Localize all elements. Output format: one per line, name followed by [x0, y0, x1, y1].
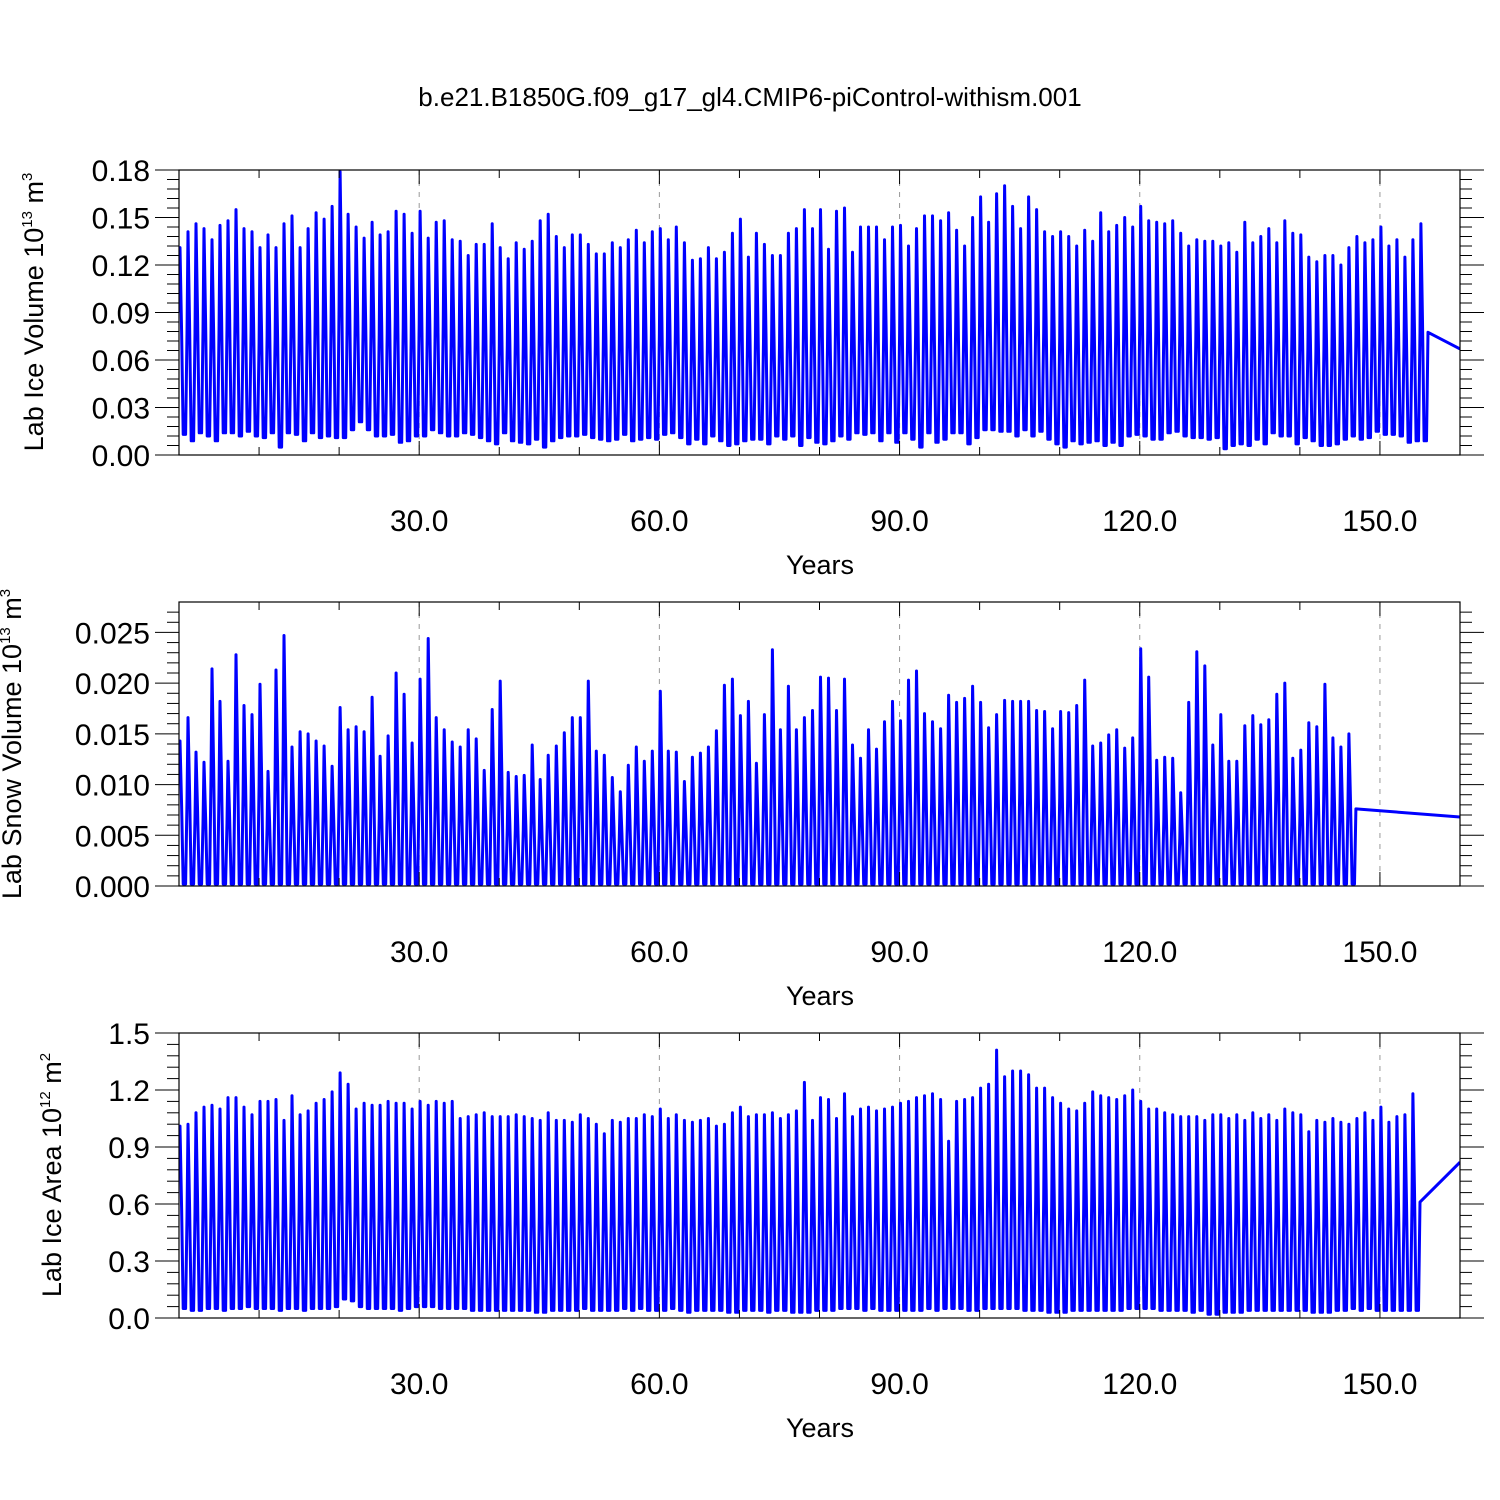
y-tick-label: 0.025 — [75, 617, 150, 650]
axis-layer: 0.000 0.005 0.010 0.015 0.020 0.025 30.0 60.0 90… — [75, 602, 1484, 969]
y-axis-label: Lab Ice Volume 1013 m3 — [19, 173, 49, 452]
figure-title: b.e21.B1850G.f09_g17_gl4.CMIP6-piControl… — [418, 82, 1081, 112]
series-line-snow-volume — [179, 634, 1460, 886]
y-tick-label: 0.005 — [75, 820, 150, 853]
y-tick-label: 0.6 — [108, 1189, 150, 1222]
panel-ice-volume: 0.00 0.03 0.06 0.09 0.12 0.15 0.18 30.0 60.0 90.0… — [19, 155, 1484, 580]
y-tick-label: 1.5 — [108, 1018, 150, 1051]
x-tick-label: 30.0 — [390, 505, 448, 538]
x-tick-label: 120.0 — [1102, 505, 1177, 538]
x-tick-label: 30.0 — [390, 936, 448, 969]
series-layer — [179, 170, 1460, 451]
series-layer — [179, 634, 1460, 886]
panel-ice-area: 0.0 0.3 0.6 0.9 1.2 1.5 30.0 60.0 90.0 120.0 150.0… — [37, 1018, 1484, 1443]
y-tick-label: 0.010 — [75, 770, 150, 803]
y-tick-label: 0.06 — [92, 345, 150, 378]
x-tick-label: 150.0 — [1342, 936, 1417, 969]
x-tick-label: 60.0 — [630, 936, 688, 969]
y-axis-label-base: Lab Snow Volume 10 — [0, 644, 27, 899]
series-layer — [179, 1048, 1460, 1316]
y-tick-label: 0.15 — [92, 203, 150, 236]
panel-snow-volume: 0.000 0.005 0.010 0.015 0.020 0.025 30.0 60.0 90… — [0, 589, 1484, 1011]
y-tick-label: 0.18 — [92, 155, 150, 188]
y-tick-label: 0.015 — [75, 719, 150, 752]
y-axis-label: Lab Snow Volume 1013 m3 — [0, 589, 27, 899]
series-line-ice-area — [179, 1048, 1460, 1316]
y-tick-label: 0.3 — [108, 1246, 150, 1279]
y-tick-label: 0.03 — [92, 393, 150, 426]
y-tick-label: 0.09 — [92, 298, 150, 331]
x-axis-label: Years — [786, 550, 854, 580]
y-tick-label: 0.00 — [92, 440, 150, 473]
y-axis-label: Lab Ice Area 1012 m2 — [37, 1053, 67, 1297]
x-tick-label: 90.0 — [870, 936, 928, 969]
x-axis-label: Years — [786, 1413, 854, 1443]
y-axis-label-unit-exponent: 3 — [0, 589, 14, 597]
y-axis-label-exponent: 12 — [37, 1091, 54, 1108]
y-axis-label-base: Lab Ice Area 10 — [37, 1108, 67, 1297]
series-line-ice-volume — [179, 170, 1460, 451]
x-tick-label: 60.0 — [630, 1368, 688, 1401]
y-axis-label-unit-exponent: 2 — [37, 1053, 54, 1061]
y-tick-label: 0.0 — [108, 1303, 150, 1336]
x-tick-label: 120.0 — [1102, 936, 1177, 969]
y-axis-label-unit: m — [0, 597, 27, 627]
x-axis-label: Years — [786, 981, 854, 1011]
grid-layer — [418, 1033, 1381, 1318]
y-tick-label: 0.9 — [108, 1132, 150, 1165]
x-tick-label: 90.0 — [870, 1368, 928, 1401]
y-axis-label-unit: m — [19, 181, 49, 211]
y-tick-label: 0.000 — [75, 871, 150, 904]
y-axis-label-exponent: 13 — [0, 627, 14, 644]
y-tick-label: 0.12 — [92, 250, 150, 283]
x-tick-label: 60.0 — [630, 505, 688, 538]
y-axis-label-base: Lab Ice Volume 10 — [19, 228, 49, 452]
y-tick-label: 1.2 — [108, 1075, 150, 1108]
x-tick-label: 150.0 — [1342, 505, 1417, 538]
y-axis-label-unit-exponent: 3 — [19, 173, 36, 181]
y-axis-label-unit: m — [37, 1061, 67, 1091]
x-tick-label: 150.0 — [1342, 1368, 1417, 1401]
x-tick-label: 90.0 — [870, 505, 928, 538]
axis-layer: 0.0 0.3 0.6 0.9 1.2 1.5 30.0 60.0 90.0 120.0 150.0 — [108, 1018, 1484, 1401]
axis-layer: 0.00 0.03 0.06 0.09 0.12 0.15 0.18 30.0 60.0 90.0… — [92, 155, 1484, 538]
x-tick-label: 30.0 — [390, 1368, 448, 1401]
y-axis-label-exponent: 13 — [19, 211, 36, 228]
x-tick-label: 120.0 — [1102, 1368, 1177, 1401]
y-tick-label: 0.020 — [75, 668, 150, 701]
